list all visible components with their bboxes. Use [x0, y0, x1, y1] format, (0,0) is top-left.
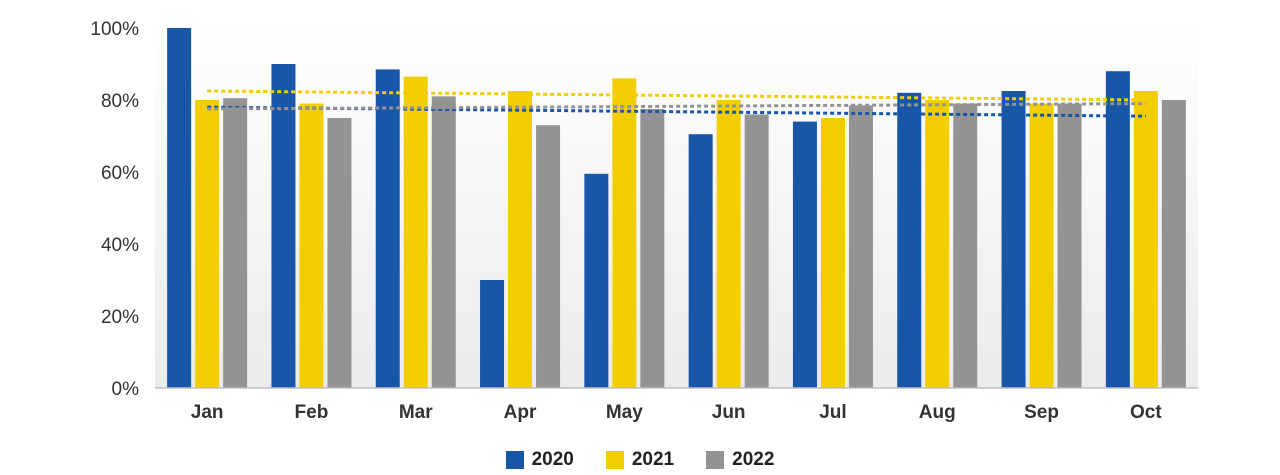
y-tick-label: 40%	[101, 235, 139, 256]
bar-2021-aug	[925, 100, 950, 388]
x-tick-label: Apr	[504, 402, 537, 423]
bar-2022-jan	[223, 98, 248, 388]
bar-2020-oct	[1105, 71, 1130, 388]
trendline-2022	[207, 102, 1146, 111]
y-tick-label: 100%	[90, 19, 139, 40]
legend-label: 2021	[631, 449, 675, 470]
bar-2020-mar	[375, 69, 400, 389]
bar-2022-jun	[744, 114, 769, 389]
bar-2022-oct	[1161, 100, 1186, 388]
y-tick-label: 0%	[112, 379, 140, 400]
bar-2020-jun	[688, 134, 713, 388]
legend: 2020 2021 2022	[0, 446, 1280, 474]
trendline-2021	[207, 89, 1146, 102]
legend-item-2021: 2021	[605, 449, 675, 471]
x-tick-label: Feb	[295, 402, 329, 423]
bar-2022-aug	[953, 103, 978, 388]
bar-2020-jan	[167, 28, 192, 388]
bar-2021-jul	[820, 118, 845, 388]
bar-2021-jan	[195, 100, 220, 388]
legend-label: 2020	[531, 449, 574, 470]
legend-item-2020: 2020	[505, 449, 574, 471]
bar-2020-jul	[792, 121, 817, 388]
bar-2021-may	[612, 78, 637, 389]
legend-swatch	[505, 451, 524, 469]
y-tick-label: 60%	[101, 163, 139, 184]
x-tick-label: May	[606, 402, 643, 423]
bar-2020-feb	[271, 64, 296, 388]
x-tick-label: Aug	[919, 402, 956, 423]
x-tick-label: Sep	[1024, 402, 1059, 423]
bar-2020-sep	[1001, 91, 1026, 388]
bar-2020-may	[584, 173, 609, 388]
bar-2021-feb	[299, 103, 324, 388]
bar-2022-mar	[431, 96, 456, 389]
bar-2021-apr	[508, 91, 533, 388]
y-tick-label: 80%	[101, 91, 139, 112]
x-tick-label: Jun	[712, 402, 746, 423]
x-tick-label: Mar	[399, 402, 433, 423]
legend-label: 2022	[732, 449, 775, 470]
bar-2021-mar	[403, 76, 428, 388]
bar-2021-sep	[1029, 103, 1054, 388]
legend-swatch	[605, 451, 624, 469]
bar-2021-oct	[1133, 91, 1158, 388]
x-tick-label: Oct	[1130, 402, 1162, 423]
x-tick-label: Jul	[819, 402, 846, 423]
x-tick-label: Jan	[191, 402, 224, 423]
legend-item-2022: 2022	[706, 449, 774, 471]
bar-2022-apr	[536, 125, 561, 388]
bar-2022-feb	[327, 118, 352, 388]
bar-2022-sep	[1057, 103, 1082, 388]
bar-2020-aug	[897, 92, 922, 389]
bar-2020-apr	[480, 280, 505, 388]
bar-2022-may	[640, 109, 665, 388]
bar-2022-jul	[848, 105, 873, 389]
bar-2021-jun	[716, 100, 741, 388]
legend-swatch	[706, 451, 725, 469]
y-tick-label: 20%	[101, 307, 139, 328]
